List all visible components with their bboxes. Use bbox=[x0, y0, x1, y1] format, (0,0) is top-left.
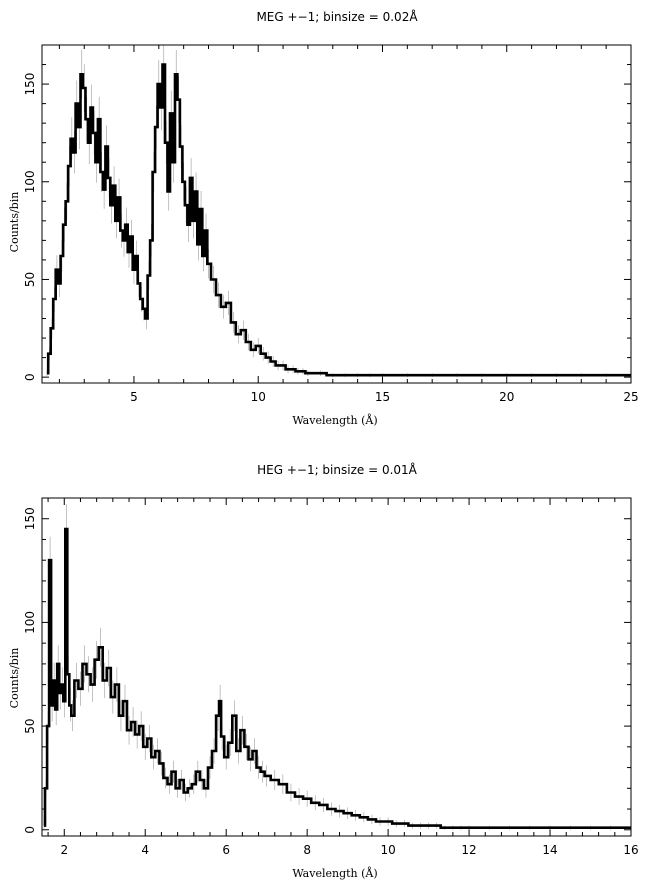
meg-x-tick-label: 10 bbox=[251, 390, 266, 404]
heg-chart-title: HEG +−1; binsize = 0.01Å bbox=[257, 462, 418, 477]
heg-y-tick-label: 0 bbox=[23, 826, 37, 834]
heg-y-tick-label: 50 bbox=[23, 718, 37, 733]
meg-y-axis-label: Counts/bin bbox=[8, 192, 21, 253]
heg-y-tick-label: 100 bbox=[23, 611, 37, 634]
heg-x-tick-label: 10 bbox=[380, 843, 395, 857]
heg-y-axis-label: Counts/bin bbox=[8, 648, 21, 709]
heg-x-tick-label: 14 bbox=[542, 843, 557, 857]
meg-y-tick-label: 150 bbox=[23, 73, 37, 96]
heg-x-tick-label: 2 bbox=[60, 843, 68, 857]
meg-y-tick-label: 100 bbox=[23, 170, 37, 193]
heg-plot-frame bbox=[41, 497, 632, 837]
meg-y-tick-label: 0 bbox=[23, 373, 37, 381]
meg-x-tick-label: 25 bbox=[623, 390, 638, 404]
heg-x-tick-label: 4 bbox=[141, 843, 149, 857]
heg-x-tick-label: 8 bbox=[303, 843, 311, 857]
heg-spectrum-line bbox=[43, 527, 631, 829]
heg-y-tick-label: 150 bbox=[23, 507, 37, 530]
heg-x-axis-label: Wavelength (Å) bbox=[292, 866, 377, 880]
meg-x-tick-label: 5 bbox=[130, 390, 138, 404]
heg-x-tick-label: 12 bbox=[461, 843, 476, 857]
meg-chart-title: MEG +−1; binsize = 0.02Å bbox=[256, 9, 418, 24]
meg-x-tick-label: 15 bbox=[375, 390, 390, 404]
meg-x-tick-label: 20 bbox=[499, 390, 514, 404]
heg-x-tick-label: 6 bbox=[222, 843, 230, 857]
heg-chart: HEG +−1; binsize = 0.01Å Wavelength (Å) … bbox=[8, 462, 639, 880]
meg-y-tick-label: 50 bbox=[23, 272, 37, 287]
meg-x-axis-label: Wavelength (Å) bbox=[292, 413, 377, 427]
meg-plot-frame bbox=[41, 44, 632, 384]
meg-chart: MEG +−1; binsize = 0.02Å Wavelength (Å) … bbox=[8, 9, 639, 427]
heg-x-tick-label: 16 bbox=[623, 843, 638, 857]
meg-spectrum-line bbox=[46, 63, 631, 377]
